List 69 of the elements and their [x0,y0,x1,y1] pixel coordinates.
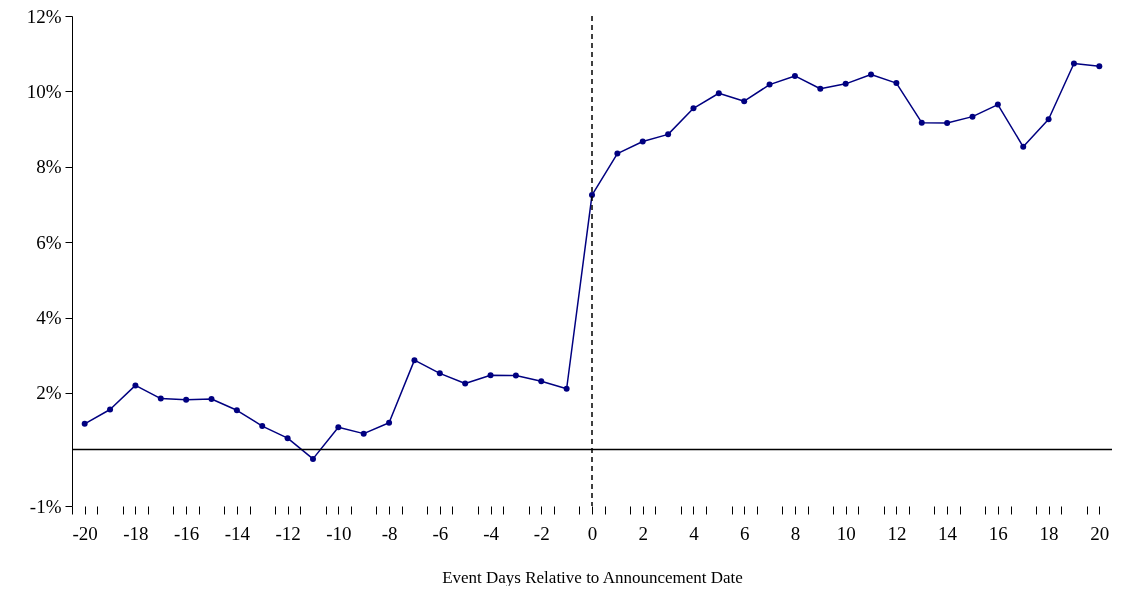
point [665,131,672,138]
x-tick-label: -6 [432,522,449,544]
point [944,120,951,127]
point [715,90,722,97]
point [868,71,875,78]
x-tick-label: -16 [173,522,200,544]
y-tick-label: 12% [26,5,62,27]
y-tick-label: 4% [36,307,62,329]
y-tick-label: -1% [29,495,62,517]
x-tick-label: 8 [790,522,801,544]
x-tick-label: -20 [72,522,98,544]
point [411,357,418,364]
point [1045,116,1052,123]
x-tick-label: 2 [638,522,648,544]
point [360,430,367,437]
point [842,80,849,87]
point [1070,60,1077,67]
y-tick-label: 6% [36,231,62,253]
x-axis-title: Event Days Relative to Announcement Date [442,567,743,587]
point [386,419,393,426]
y-tick-label: 8% [36,156,62,178]
x-tick-label: 16 [988,522,1008,544]
y-tick-label: 10% [26,80,62,102]
x-tick-label: 18 [1039,522,1059,544]
x-tick-label: -4 [483,522,500,544]
x-tick-label: 12 [887,522,907,544]
point [1020,143,1027,150]
point [259,423,266,430]
point [791,72,798,79]
point [208,395,215,402]
point [563,385,570,392]
x-tick-label: -14 [224,522,251,544]
point [157,395,164,402]
x-tick-label: -2 [533,522,550,544]
point [81,420,88,427]
point [107,406,114,413]
point [893,80,900,87]
point [994,101,1001,108]
x-tick-label: 6 [739,522,750,544]
x-tick-label: -10 [326,522,352,544]
point [284,435,291,442]
point [1096,63,1103,70]
point [436,370,443,377]
x-tick-label: 10 [836,522,856,544]
x-tick-label: 14 [938,522,958,544]
point [690,105,697,112]
point [766,81,773,88]
point [487,372,494,379]
point [462,380,469,387]
point [741,98,748,105]
point [817,85,824,92]
x-tick-label: 20 [1090,522,1110,544]
point [512,372,519,379]
x-tick-label: 4 [689,522,700,544]
point [233,407,240,414]
x-tick-label: -12 [275,522,301,544]
point [614,150,621,157]
point [538,378,545,385]
point [639,138,646,145]
point [132,382,139,389]
x-tick-label: -18 [123,522,149,544]
point [183,396,190,403]
point [335,424,342,431]
point [918,119,925,126]
point [309,455,316,462]
y-tick-label: 2% [36,382,62,404]
x-tick-label: -8 [381,522,398,544]
x-tick-label: 0 [587,522,598,544]
point [969,113,976,120]
